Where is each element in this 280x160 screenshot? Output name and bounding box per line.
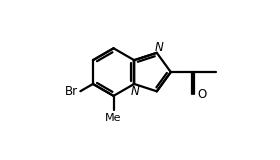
Text: N: N bbox=[154, 41, 163, 54]
Text: O: O bbox=[197, 88, 206, 101]
Text: Br: Br bbox=[65, 85, 78, 98]
Text: N: N bbox=[131, 85, 140, 98]
Text: Me: Me bbox=[105, 113, 122, 123]
